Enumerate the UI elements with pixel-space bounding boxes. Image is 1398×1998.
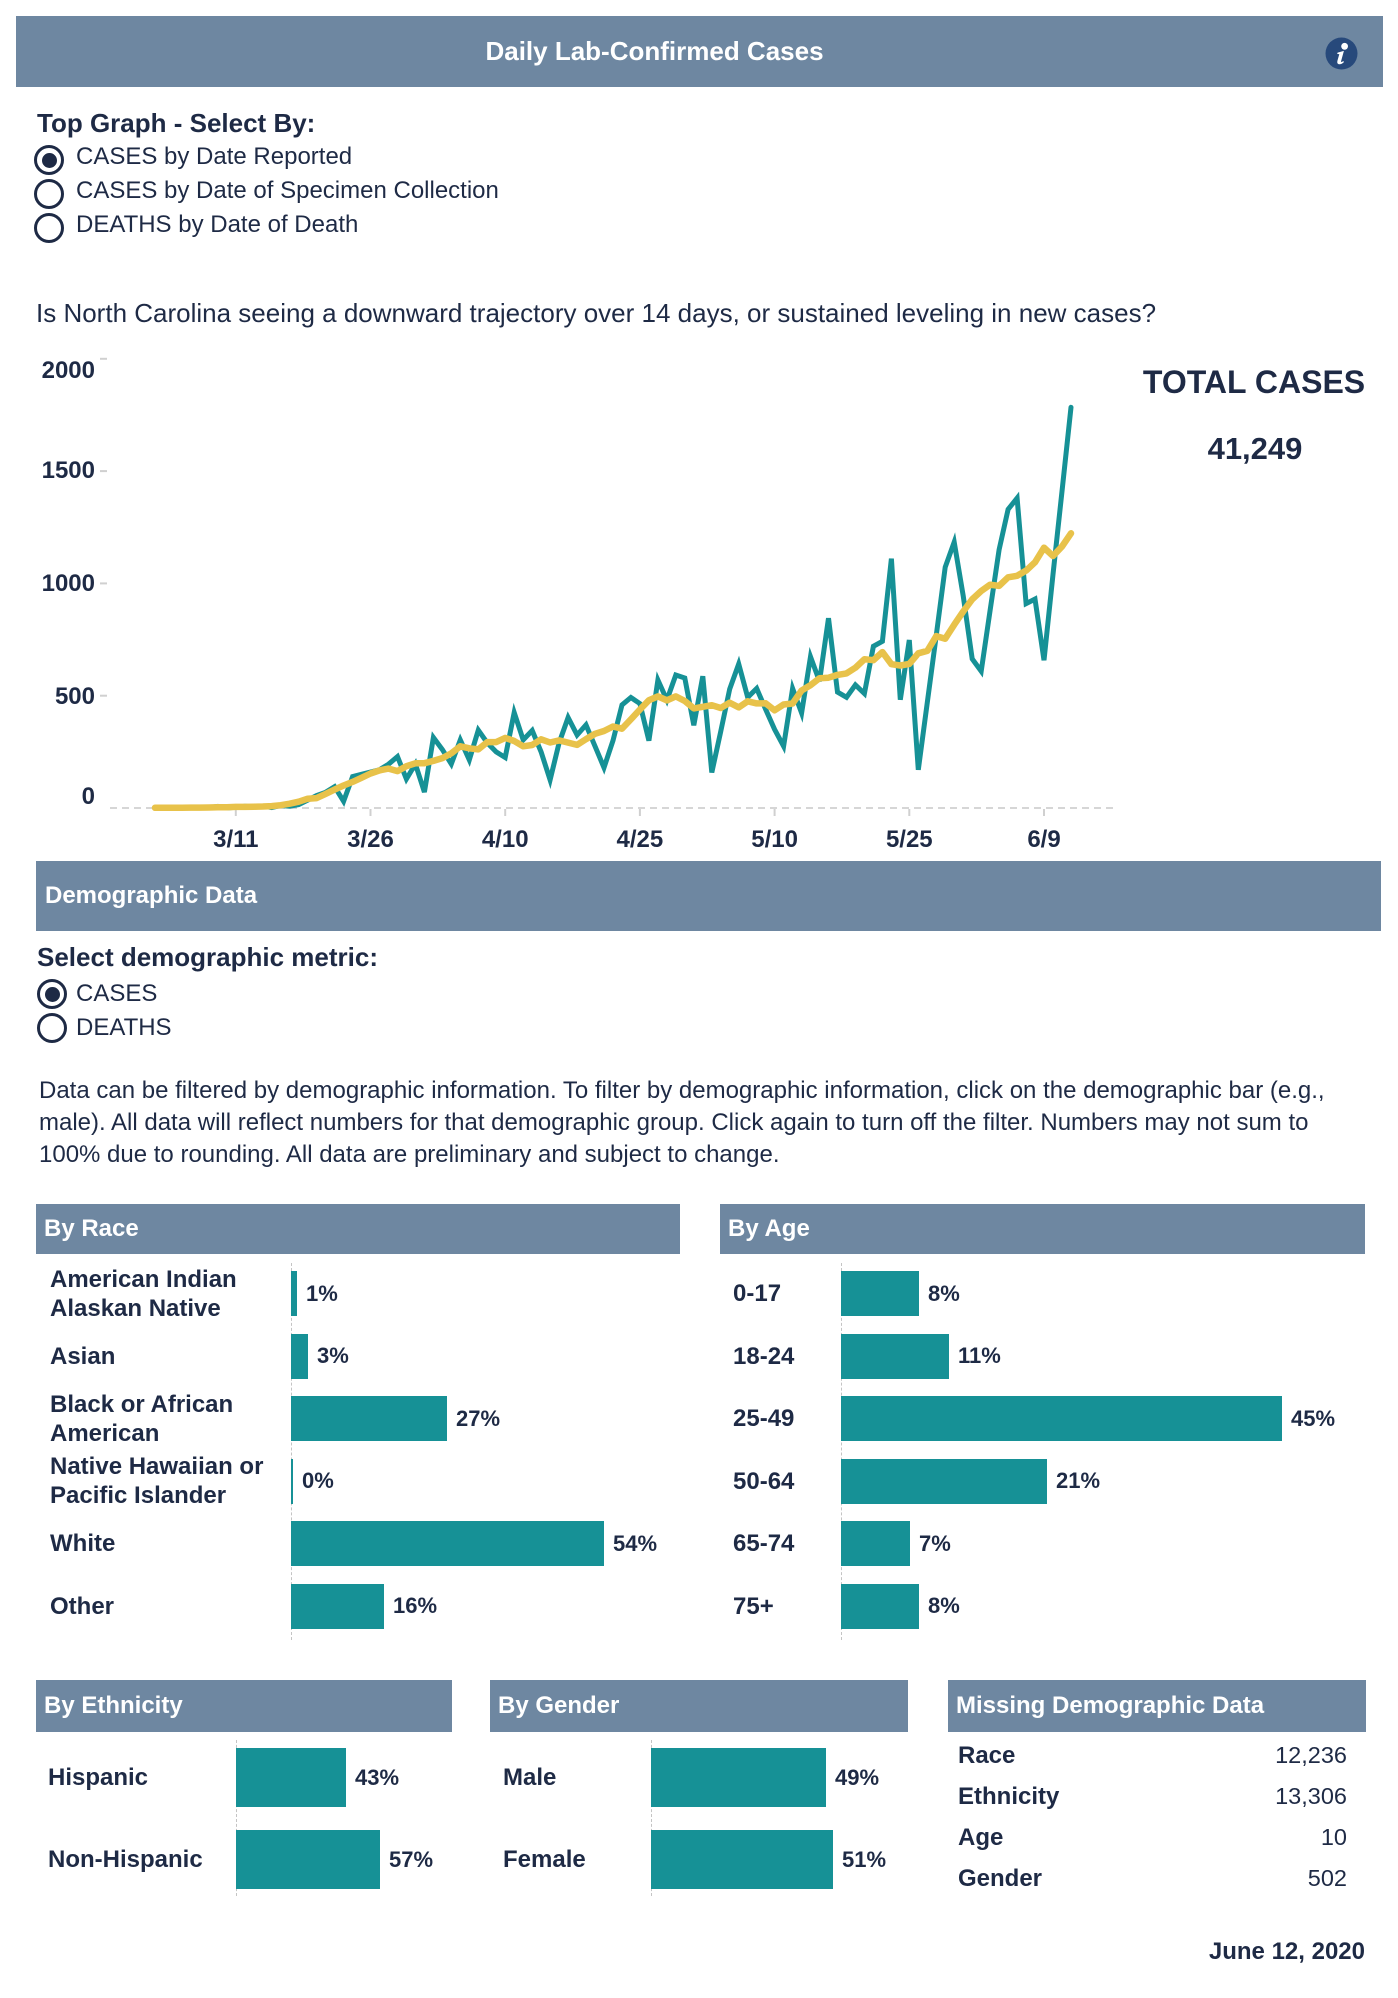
svg-text:3/11: 3/11 xyxy=(213,826,258,853)
svg-text:6/9: 6/9 xyxy=(1027,826,1060,853)
svg-text:2000: 2000 xyxy=(42,357,95,384)
svg-text:3/26: 3/26 xyxy=(347,826,394,853)
svg-text:4/10: 4/10 xyxy=(482,826,529,853)
svg-text:0: 0 xyxy=(82,783,95,810)
svg-text:1500: 1500 xyxy=(42,457,95,484)
svg-text:1000: 1000 xyxy=(42,570,95,597)
svg-text:500: 500 xyxy=(55,683,95,710)
svg-text:4/25: 4/25 xyxy=(617,826,664,853)
svg-text:5/10: 5/10 xyxy=(751,826,798,853)
svg-text:5/25: 5/25 xyxy=(886,826,933,853)
